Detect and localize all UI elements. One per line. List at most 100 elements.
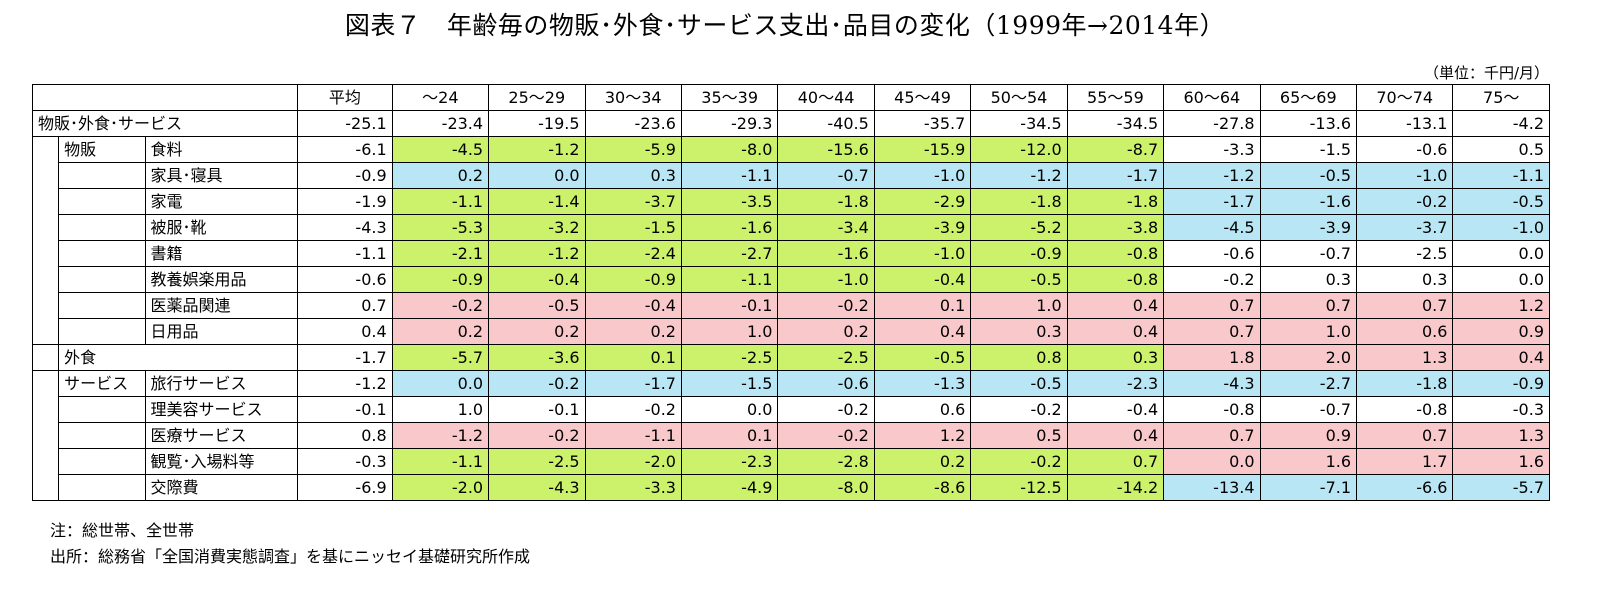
table-cell: -34.5 bbox=[970, 110, 1068, 137]
table-cell: 0.1 bbox=[584, 344, 682, 371]
table-cell: -0.2 bbox=[584, 396, 682, 423]
table-cell: 0.1 bbox=[873, 292, 972, 319]
table-cell: -5.3 bbox=[391, 214, 490, 241]
column-header: 40～44 bbox=[777, 84, 875, 111]
row-label-item: 家電 bbox=[144, 188, 299, 215]
table-cell: -14.2 bbox=[1066, 474, 1165, 501]
table-cell: 0.7 bbox=[1259, 292, 1358, 319]
row-label-item: 日用品 bbox=[144, 318, 299, 345]
table-cell: -1.7 bbox=[584, 370, 682, 397]
table-cell: -1.0 bbox=[777, 266, 875, 293]
table-cell: 0.6 bbox=[873, 396, 972, 423]
table-cell: 0.2 bbox=[777, 318, 875, 345]
table-cell: -4.3 bbox=[1163, 370, 1261, 397]
row-label-item: 家具･寝具 bbox=[144, 162, 299, 189]
table-cell: 0.7 bbox=[1163, 318, 1261, 345]
table-cell: 0.8 bbox=[970, 344, 1068, 371]
table-cell: -12.5 bbox=[970, 474, 1068, 501]
column-header: 60～64 bbox=[1163, 84, 1261, 111]
group-spacer bbox=[58, 188, 146, 215]
table-cell: -0.6 bbox=[297, 266, 393, 293]
table-cell: 0.4 bbox=[1066, 292, 1165, 319]
table-cell: -0.2 bbox=[970, 396, 1068, 423]
table-cell: -0.8 bbox=[1163, 396, 1261, 423]
table-cell: -1.7 bbox=[1066, 162, 1165, 189]
row-label-item: 食料 bbox=[144, 136, 299, 163]
table-cell: -1.8 bbox=[1356, 370, 1454, 397]
column-header: 65～69 bbox=[1259, 84, 1358, 111]
table-cell: -3.2 bbox=[488, 214, 586, 241]
table-row: サービス 旅行サービス -1.2 0.0 -0.2 -1.7 -1.5 -0.6 -1.3 -0.… bbox=[31, 370, 1550, 501]
table-cell: -3.9 bbox=[1259, 214, 1358, 241]
table-cell: -15.6 bbox=[777, 136, 875, 163]
table-cell: 0.3 bbox=[1259, 266, 1358, 293]
table-cell: 1.7 bbox=[1356, 448, 1454, 475]
table-cell: -29.3 bbox=[680, 110, 779, 137]
row-label-item: 書籍 bbox=[144, 240, 299, 267]
column-header: 平均 bbox=[297, 84, 393, 111]
table-cell: -6.9 bbox=[297, 474, 393, 501]
table-cell: 1.6 bbox=[1259, 448, 1358, 475]
table-cell: 1.0 bbox=[1259, 318, 1358, 345]
row-label-item: 観覧･入場料等 bbox=[144, 448, 299, 475]
table-cell: -1.2 bbox=[1163, 162, 1261, 189]
chart-title: 図表７ 年齢毎の物販･外食･サービス支出･品目の変化（1999年→2014年） bbox=[344, 11, 1226, 40]
table-cell: -1.5 bbox=[1259, 136, 1358, 163]
group-spacer bbox=[58, 474, 146, 501]
table-cell: -5.2 bbox=[970, 214, 1068, 241]
table-cell: -3.8 bbox=[1066, 214, 1165, 241]
table-cell: 2.0 bbox=[1259, 344, 1358, 371]
table-cell: -0.2 bbox=[777, 292, 875, 319]
table-cell: -3.5 bbox=[680, 188, 779, 215]
table-cell: -0.3 bbox=[297, 448, 393, 475]
table-cell: -3.9 bbox=[873, 214, 972, 241]
table-cell: -4.9 bbox=[680, 474, 779, 501]
table-cell: -2.7 bbox=[680, 240, 779, 267]
table-cell: -1.0 bbox=[1356, 162, 1454, 189]
table-cell: -1.0 bbox=[1452, 214, 1550, 241]
table-cell: 0.1 bbox=[680, 422, 779, 449]
column-header: ～24 bbox=[391, 84, 490, 111]
row-label-group: サービス bbox=[58, 370, 146, 397]
table-cell: 1.3 bbox=[1356, 344, 1454, 371]
table-cell: -1.1 bbox=[584, 422, 682, 449]
row-label-item: 教養娯楽用品 bbox=[144, 266, 299, 293]
table-cell: -2.5 bbox=[777, 344, 875, 371]
table-row: 交際費 -6.9 -2.0 -4.3 -3.3 -4.9 -8.0 -8.6 -12.5 -14.… bbox=[33, 474, 1550, 501]
row-label-item: 旅行サービス bbox=[144, 370, 299, 397]
table-cell: -6.6 bbox=[1356, 474, 1454, 501]
table-cell: 0.7 bbox=[1163, 292, 1261, 319]
group-spacer bbox=[58, 448, 146, 475]
table-cell: 0.4 bbox=[1452, 344, 1550, 371]
table-row: 外食 -1.7 -5.7 -3.6 0.1 -2.5 -2.5 -0.5 0.8 0.3 1.8 2.… bbox=[31, 344, 1550, 371]
table-cell: -2.8 bbox=[777, 448, 875, 475]
table-cell: -5.9 bbox=[584, 136, 682, 163]
row-label-item: 交際費 bbox=[144, 474, 299, 501]
table-cell: -0.4 bbox=[584, 292, 682, 319]
table-cell: -1.1 bbox=[391, 188, 490, 215]
header-row: 平均 ～24 25～29 30～34 35～39 40～44 45～49 50～54 55～59… bbox=[31, 84, 1550, 111]
table-cell: -12.0 bbox=[970, 136, 1068, 163]
table-cell: 0.6 bbox=[1356, 318, 1454, 345]
table-cell: -1.7 bbox=[297, 344, 393, 371]
table-cell: -0.2 bbox=[488, 370, 586, 397]
table-cell: 0.7 bbox=[1356, 422, 1454, 449]
table-cell: 0.3 bbox=[970, 318, 1068, 345]
table-cell: 1.0 bbox=[391, 396, 490, 423]
column-header: 45～49 bbox=[873, 84, 972, 111]
group-spacer bbox=[58, 240, 146, 267]
table-cell: -3.3 bbox=[1163, 136, 1261, 163]
table-cell: -1.1 bbox=[680, 266, 779, 293]
table-row: 医療サービス 0.8 -1.2 -0.2 -1.1 0.1 -0.2 1.2 0.5 0.4 0.7… bbox=[33, 422, 1550, 449]
table-cell: 1.8 bbox=[1163, 344, 1261, 371]
table-cell: -1.8 bbox=[970, 188, 1068, 215]
table-cell: -4.5 bbox=[1163, 214, 1261, 241]
table-cell: -1.4 bbox=[488, 188, 586, 215]
table-cell: 0.0 bbox=[1452, 240, 1550, 267]
table-cell: -1.2 bbox=[297, 370, 393, 397]
table-cell: 1.2 bbox=[873, 422, 972, 449]
table-cell: -0.2 bbox=[1163, 266, 1261, 293]
table-row: 教養娯楽用品 -0.6 -0.9 -0.4 -0.9 -1.1 -1.0 -0.4 -0.5 -0… bbox=[33, 266, 1550, 293]
unit-label: （単位：千円/月） bbox=[1423, 64, 1549, 82]
table-cell: -0.2 bbox=[970, 448, 1068, 475]
